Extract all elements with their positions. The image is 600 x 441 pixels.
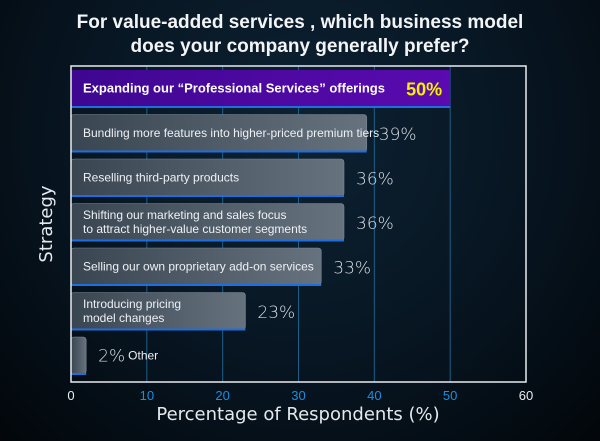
bar-group: Bundling more features into higher-price… [70,114,417,153]
bar-group: Selling our own proprietary add-on servi… [70,247,371,286]
value-label: 23% [257,303,295,323]
y-axis-label: Strategy [36,185,57,262]
category-label: Shifting our marketing and sales focus [83,208,286,222]
plot-frame [70,65,527,383]
x-tick-label: 50 [443,388,457,403]
category-label: Introducing pricing [83,297,181,311]
value-label: 36% [356,170,394,190]
chart-title-line-1: For value-added services , which busines… [77,12,524,33]
value-label: 39% [379,125,417,145]
x-tick-label: 30 [291,388,305,403]
bar-group: Expanding our “Professional Services” of… [71,70,451,108]
x-tick-label: 0 [67,388,74,403]
value-label: 33% [333,259,371,279]
bar-group: Reselling third-party products 36% [70,158,394,197]
chart-title-line-2: does your company generally prefer? [131,36,470,57]
category-label: Selling our own proprietary add-on servi… [83,260,314,274]
value-label: 2% [98,347,125,367]
x-tick-label: 60 [519,388,533,403]
bar-group: Shifting our marketing and sales focusto… [70,203,394,242]
x-axis-label: Percentage of Respondents (%) [156,404,439,425]
x-tick-label: 10 [140,388,154,403]
bar [70,336,87,375]
value-label: 50% [406,80,442,100]
category-label: to attract higher-value customer segment… [83,222,307,236]
bar-group: 2% Other [70,336,158,375]
bar [71,70,451,107]
category-label: Expanding our “Professional Services” of… [83,81,385,96]
category-label: Reselling third-party products [83,171,239,185]
x-tick-label: 40 [367,388,381,403]
category-label: Other [128,349,158,363]
x-tick-label: 20 [215,388,229,403]
category-label: Bundling more features into higher-price… [83,126,379,140]
category-label: model changes [83,311,164,325]
value-label: 36% [356,214,394,234]
